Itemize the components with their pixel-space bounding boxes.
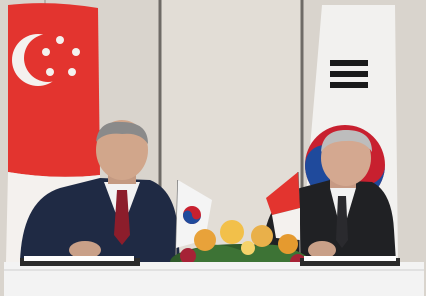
page: (() => { const data = JSON.parse(documen… — [0, 0, 426, 296]
table — [4, 256, 424, 296]
photo — [0, 0, 426, 296]
